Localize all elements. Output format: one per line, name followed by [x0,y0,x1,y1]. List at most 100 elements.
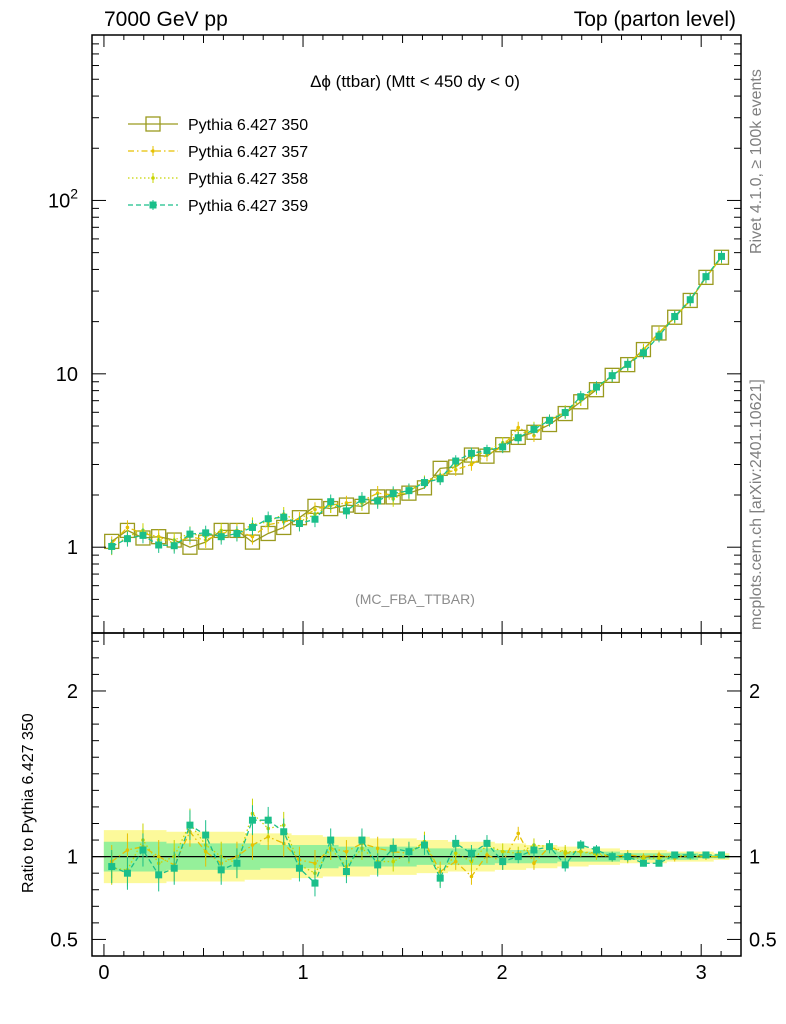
legend: Pythia 6.427 350 Pythia 6.427 357 Pythia 6… [128,116,308,215]
main-panel-series [104,249,730,556]
ratio-point [624,853,632,861]
ratio-point [155,871,163,879]
header-right-title: Top (parton level) [573,8,736,31]
ratio-point [592,846,600,854]
ratio-point [532,861,536,866]
series-0 [104,249,730,555]
ratio-point [358,836,366,844]
series-3 [108,250,725,555]
data-point [608,372,616,380]
legend-label: Pythia 6.427 359 [188,198,308,215]
legend-marker [149,201,157,209]
ratio-point [125,848,130,852]
data-point [671,313,679,321]
ratio-point [655,859,663,867]
ratio-series-2 [108,805,725,897]
data-point [389,490,397,498]
data-point [604,367,620,383]
data-point [155,541,163,549]
legend-label: Pythia 6.427 357 [188,144,308,161]
ratio-point [217,866,225,874]
ratio-y-tick-label: 1 [67,847,78,869]
legend-label: Pythia 6.427 358 [188,171,308,188]
data-point [186,530,194,538]
ratio-point [563,849,568,854]
ratio-point [499,858,507,866]
data-point [516,425,521,430]
ratio-point [170,864,178,872]
ratio-point [344,849,349,854]
ratio-y-tick-label-right: 2 [749,681,760,703]
ratio-point [657,856,661,861]
ratio-y-tick-label-right: 0.5 [749,929,777,951]
ratio-point [374,861,382,869]
ratio-point [717,851,725,859]
analysis-label: (MC_FBA_TTBAR) [355,591,475,607]
ratio-point [577,841,585,849]
data-point [499,443,507,451]
ratio-point [578,849,583,854]
data-point [561,409,569,417]
ratio-point [561,861,569,869]
ratio-point [545,843,553,851]
chart-title: Δϕ (ttbar) (Mtt < 450 dy < 0) [310,72,520,91]
ratio-y-tick-label-right: 1 [749,847,760,869]
legend-marker [151,176,155,180]
ratio-point [391,859,396,864]
data-point [698,269,714,286]
x-tick-label: 0 [98,962,109,984]
x-tick-label: 2 [497,962,508,984]
data-point [655,332,663,340]
series-line-2 [111,256,723,548]
header-left-title: 7000 GeV pp [104,8,228,31]
legend-entry-0: Pythia 6.427 350 [128,116,308,134]
ratio-uncertainty-bands [92,830,741,884]
y-tick-label: 102 [48,185,78,212]
data-point [469,462,474,467]
data-point [577,393,585,401]
data-point [420,479,428,487]
data-point [686,296,694,304]
ratio-line-2 [111,819,722,885]
data-point [295,519,303,527]
ratio-point [469,874,474,879]
series-2 [109,251,724,556]
series-1 [109,251,724,552]
ratio-point [264,816,272,824]
data-point [125,525,130,530]
data-point [405,487,413,495]
ratio-point [516,831,521,836]
data-point [327,498,335,506]
data-point [467,449,475,457]
ratio-y-tick-label: 0.5 [50,929,78,951]
data-point [250,534,255,539]
data-point [639,349,647,357]
data-point [108,542,116,550]
ratio-point [702,851,710,859]
data-point [530,425,538,433]
data-point [139,531,147,539]
ratio-point [608,853,616,861]
ratio-point [250,843,255,847]
data-point [682,292,698,309]
data-point [280,513,288,521]
legend-entry-1: Pythia 6.427 357 [128,144,308,161]
data-point [545,416,553,424]
data-point [436,475,444,483]
ratio-point [186,821,194,829]
ratio-point [123,869,131,877]
ratio-point [295,864,303,872]
ratio-point [327,836,335,844]
data-point [483,447,491,455]
series-line-3 [111,256,723,548]
ratio-point [280,828,288,836]
x-tick-label: 1 [297,962,308,984]
data-point [170,542,178,550]
ratio-point [311,879,319,887]
legend-marker [145,116,161,132]
legend-label: Pythia 6.427 350 [188,117,308,134]
data-point [233,529,241,537]
legend-entry-3: Pythia 6.427 359 [128,198,308,215]
data-point [592,383,600,391]
